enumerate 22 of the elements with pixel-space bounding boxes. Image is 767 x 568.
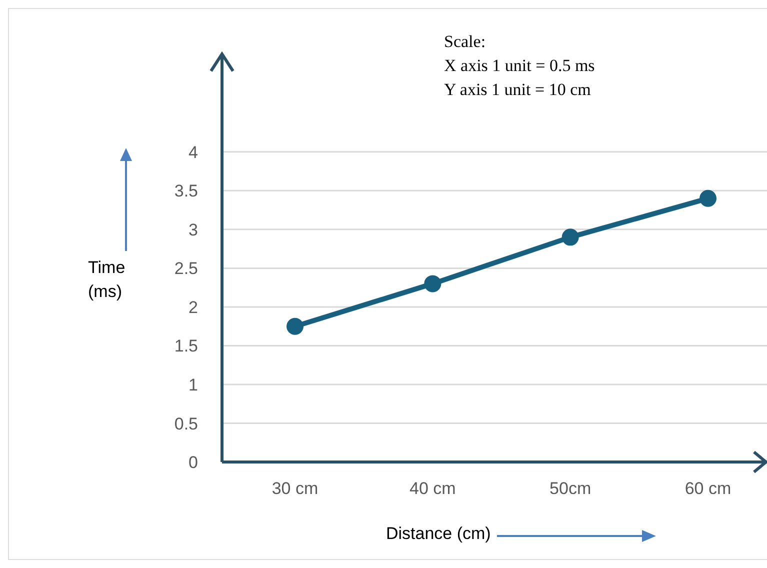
y-tick-label: 0.5 [174, 414, 198, 434]
y-axis-title: Time (ms) [88, 257, 126, 303]
annotation: Y axis 1 unit = 10 cm [444, 79, 592, 101]
x-tick-label: 60 cm [684, 479, 732, 498]
x-tick-label: 30 cm [272, 479, 318, 498]
x-axis-title: Distance (cm) [386, 524, 491, 544]
point [286, 318, 304, 335]
annotation: X axis 1 unit = 0.5 ms [444, 55, 595, 77]
y-tick-label: 2 [188, 298, 198, 317]
x-tick-label: 40 cm [410, 479, 456, 498]
x-tick-label: 50cm [550, 479, 592, 498]
y-tick-label: 4 [188, 142, 198, 162]
point [562, 228, 579, 246]
y-tick-label: 3.5 [174, 182, 198, 201]
y-tick-label: 3 [188, 220, 198, 240]
y-tick-label: 2.5 [174, 259, 198, 278]
point [700, 190, 716, 207]
point [424, 275, 442, 292]
y-tick-label: 1 [188, 376, 198, 395]
text: Scale: [444, 31, 487, 53]
y-tick-label: 1.5 [174, 336, 198, 356]
y-tick-label: 0 [188, 453, 198, 472]
